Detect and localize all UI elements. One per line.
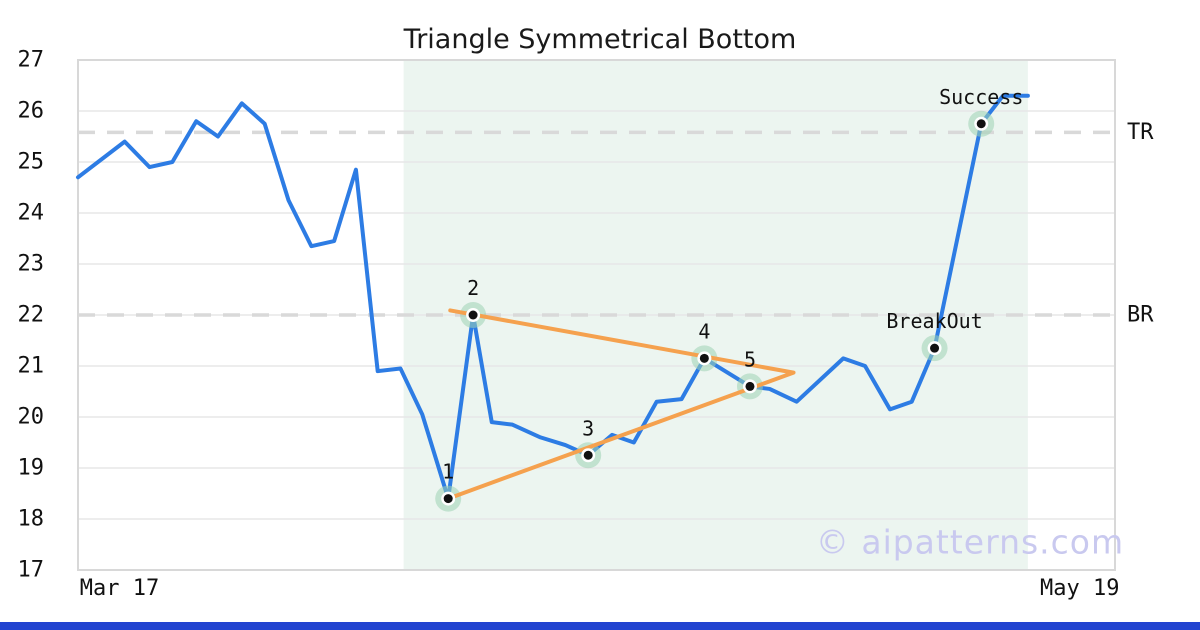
pattern-label-1: 1 (442, 460, 454, 484)
y-tick-label: 22 (18, 303, 45, 328)
pattern-label-success: Success (939, 85, 1023, 109)
y-tick-label: 25 (18, 150, 45, 175)
pattern-label-5: 5 (744, 347, 756, 371)
y-tick-label: 24 (18, 201, 45, 226)
pattern-marker-dot (930, 343, 940, 353)
level-label-br: BR (1127, 303, 1154, 328)
x-tick-label: May 19 (1040, 576, 1119, 601)
y-tick-label: 19 (18, 456, 45, 481)
pattern-label-3: 3 (582, 416, 594, 440)
level-label-tr: TR (1127, 120, 1154, 145)
bottom-accent-bar (0, 622, 1200, 630)
pattern-label-2: 2 (467, 276, 479, 300)
pattern-label-4: 4 (698, 319, 710, 343)
pattern-marker-dot (745, 381, 755, 391)
y-tick-label: 20 (18, 405, 45, 430)
y-tick-label: 27 (18, 48, 45, 73)
chart-title: Triangle Symmetrical Bottom (403, 24, 797, 55)
pattern-marker-dot (468, 310, 478, 320)
y-tick-label: 17 (18, 558, 45, 583)
pattern-label-breakout: BreakOut (886, 309, 982, 333)
price-line (76, 93, 1030, 501)
triangle-trendlines (446, 308, 796, 501)
x-tick-label: Mar 17 (80, 576, 159, 601)
y-tick-label: 26 (18, 99, 45, 124)
pattern-marker-dot (976, 119, 986, 129)
y-tick-label: 23 (18, 252, 45, 277)
pattern-marker-dot (443, 494, 453, 504)
y-tick-label: 18 (18, 507, 45, 532)
pattern-marker-dot (583, 450, 593, 460)
watermark: © aipatterns.com (815, 522, 1125, 562)
pattern-marker-dot (699, 353, 709, 363)
y-tick-label: 21 (18, 354, 45, 379)
